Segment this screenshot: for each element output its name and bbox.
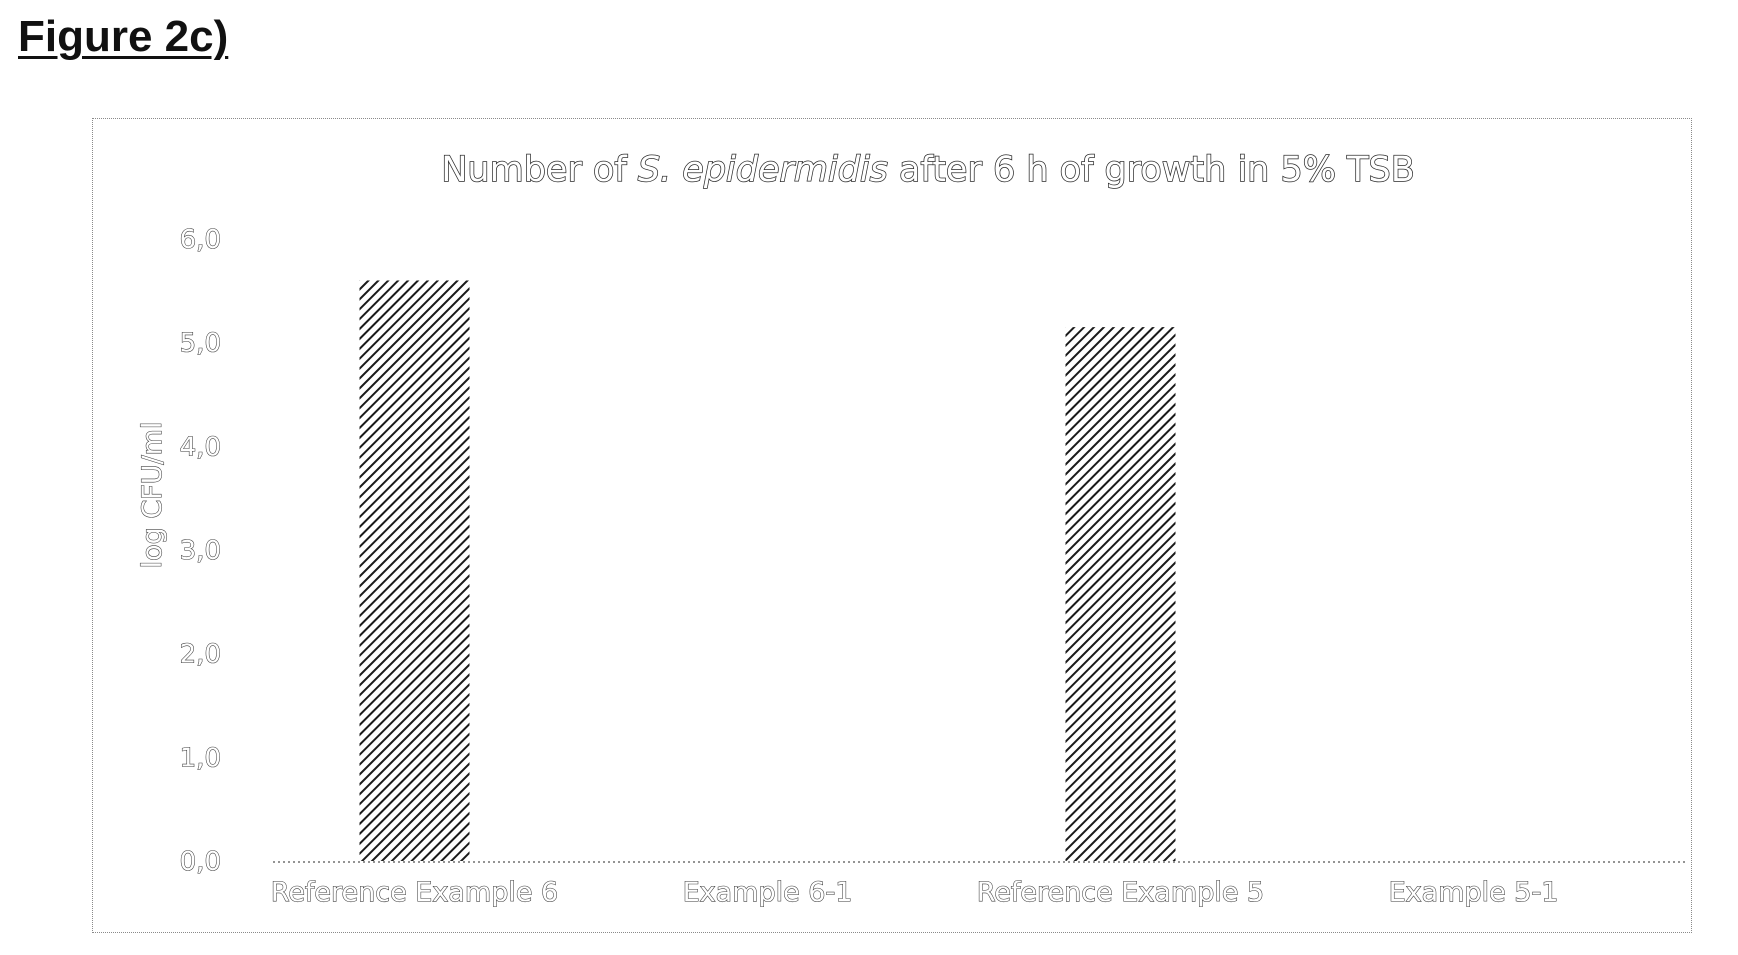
x-axis-labels: Reference Example 6 Example 6-1 Reference …	[270, 876, 1559, 908]
chart-frame: Number of S. epidermidis after 6 h of gr…	[92, 118, 1692, 933]
bar-chart: Number of S. epidermidis after 6 h of gr…	[136, 149, 1685, 909]
figure-label: Figure 2c)	[18, 12, 229, 61]
x-tick-label: Reference Example 6	[271, 877, 558, 908]
x-tick-label: Example 6-1	[683, 877, 853, 908]
y-tick-label: 2,0	[180, 640, 221, 670]
chart-title-suffix: after 6 h of growth in 5% TSB	[888, 150, 1415, 190]
bar	[1065, 327, 1176, 861]
y-tick-label: 3,0	[180, 536, 221, 566]
y-tick-label: 6,0	[180, 225, 221, 255]
y-tick-label: 5,0	[180, 329, 221, 359]
y-axis-label: log CFU/ml	[137, 422, 168, 569]
y-tick-label: 1,0	[180, 743, 221, 773]
chart-title: Number of S. epidermidis after 6 h of gr…	[441, 150, 1414, 190]
y-tick-label: 4,0	[180, 432, 221, 462]
y-tick-label: 0,0	[180, 847, 221, 877]
x-tick-label: Example 5-1	[1389, 877, 1559, 908]
x-tick-label: Reference Example 5	[977, 877, 1264, 908]
chart-title-italic: S. epidermidis	[638, 150, 888, 190]
bar	[359, 280, 470, 861]
bars	[359, 280, 1176, 861]
chart-title-prefix: Number of	[441, 150, 638, 190]
y-axis-ticks: 0,0 1,0 2,0 3,0 4,0 5,0 6,0	[179, 224, 221, 877]
